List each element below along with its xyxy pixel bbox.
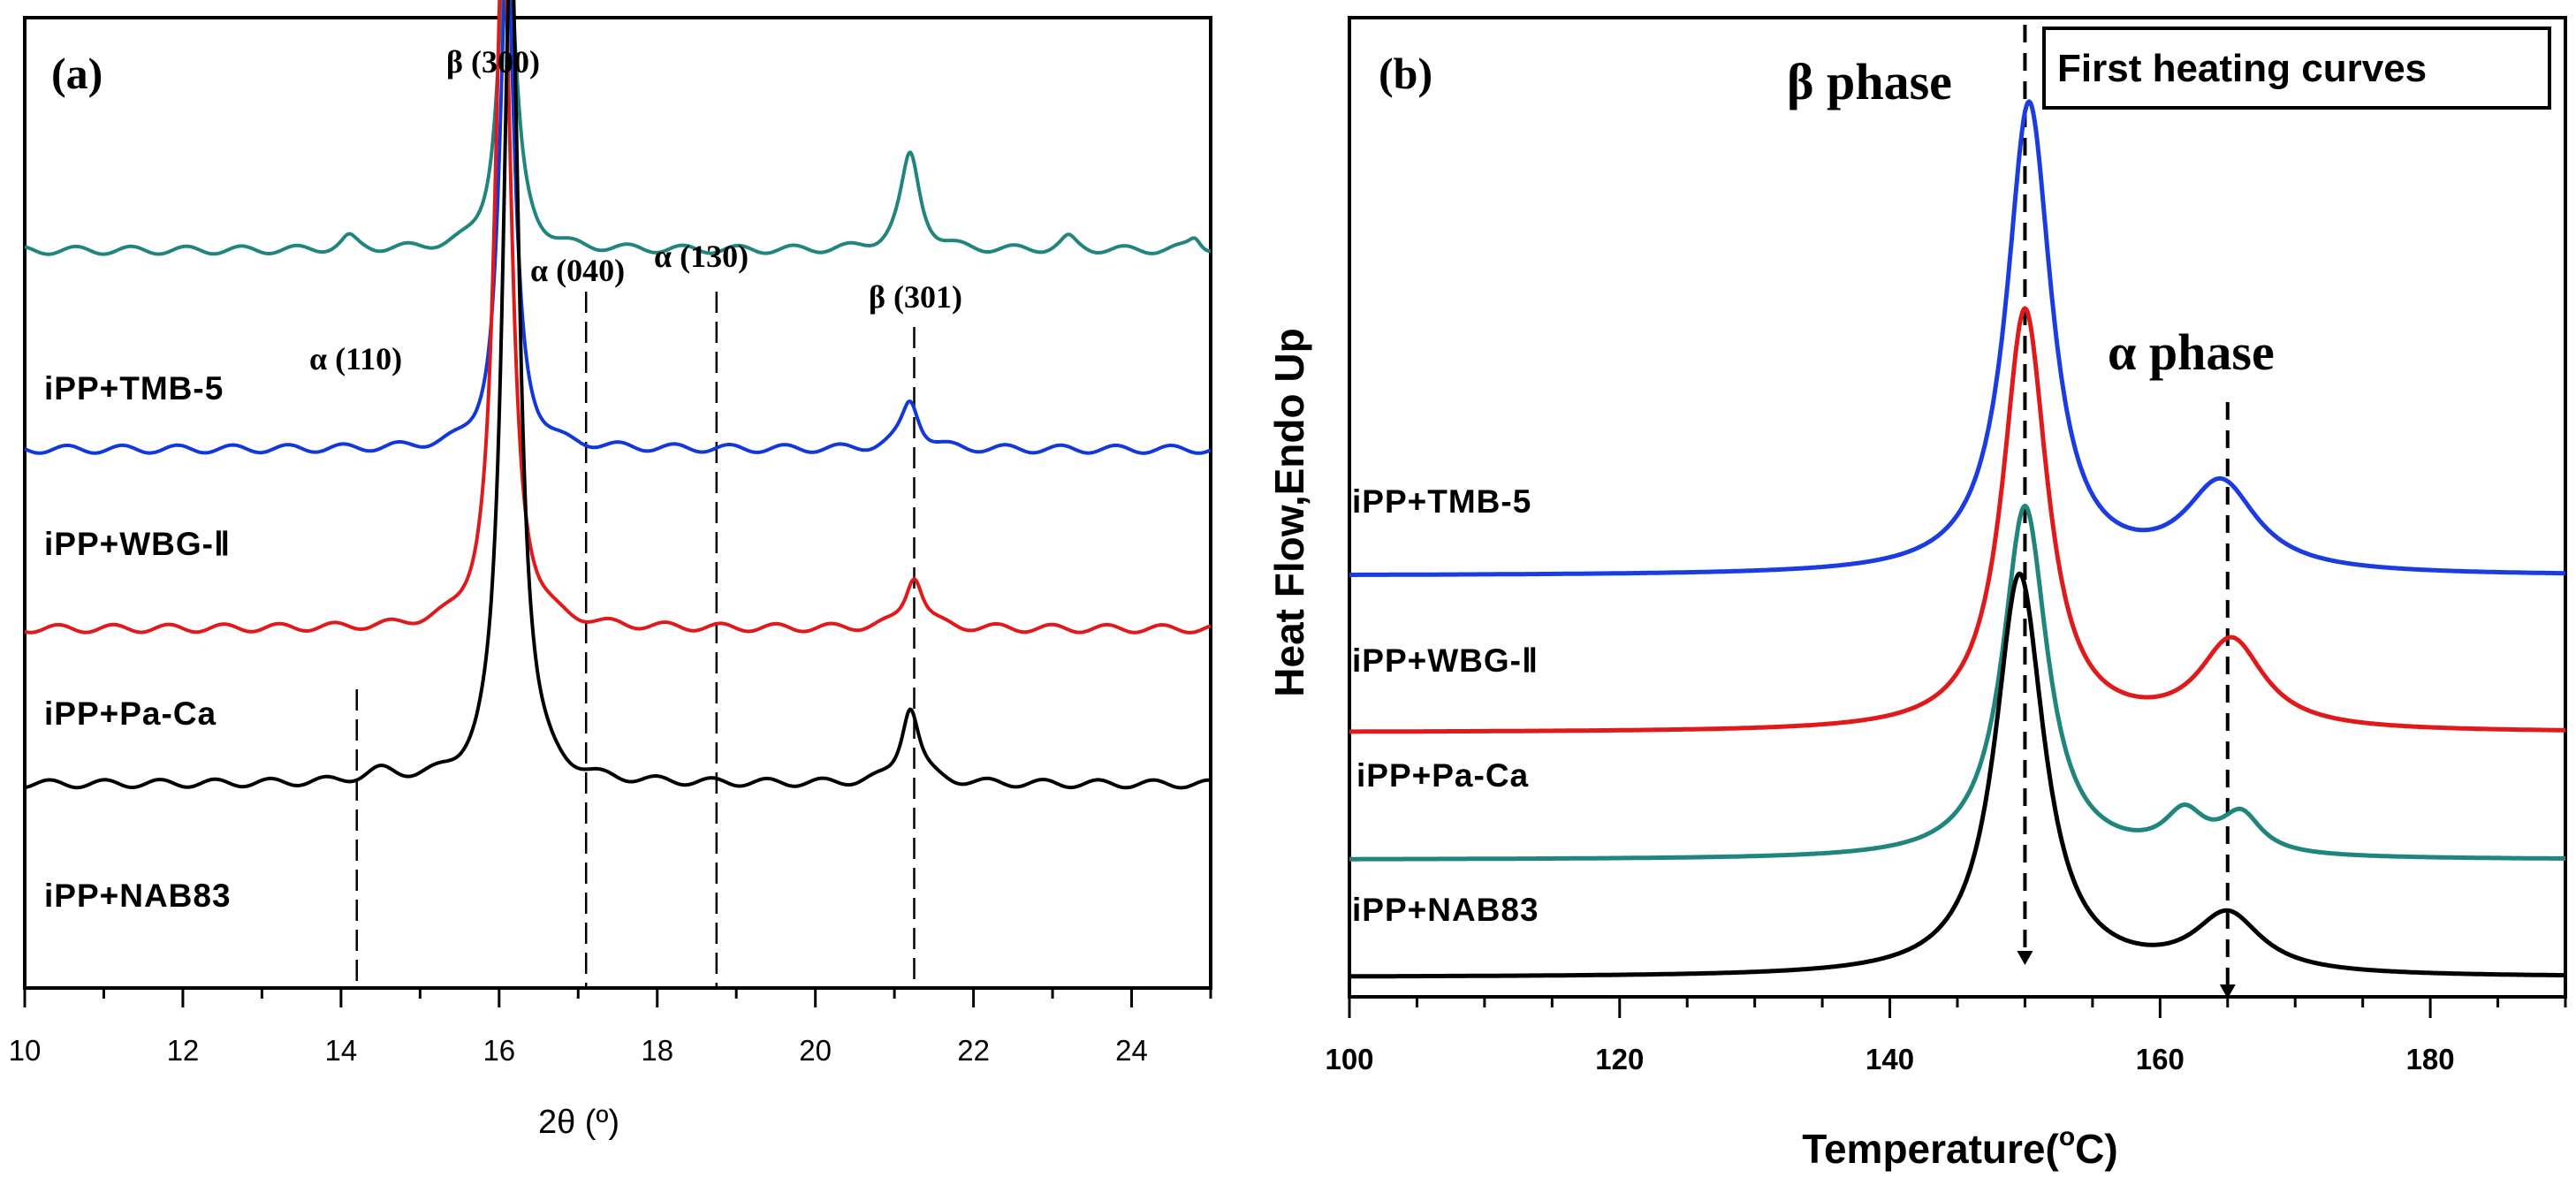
panel-a-label: (a)	[51, 49, 103, 98]
panel-a-series-label-0: iPP+TMB-5	[44, 370, 224, 407]
x-axis-title-degree: o	[2059, 1122, 2075, 1151]
annotation-alpha-110: α (110)	[309, 341, 402, 376]
panel-b-series-label-3: iPP+NAB83	[1352, 892, 1539, 928]
panel-b-label: (b)	[1379, 49, 1432, 98]
x-tick-label-12: 12	[167, 1034, 200, 1067]
x-axis-title-main: Temperature(	[1802, 1126, 2059, 1172]
x-tick-label-120: 120	[1595, 1043, 1644, 1075]
panel-b-series-label-0: iPP+TMB-5	[1352, 483, 1531, 520]
panel-b-reference-lines	[2017, 25, 2236, 999]
panel-b-frame	[1348, 16, 2567, 999]
panel-b-x-axis-title: Temperature(oC)	[1802, 1122, 2117, 1172]
x-tick-label-16: 16	[483, 1034, 515, 1067]
x-tick-label-180: 180	[2406, 1043, 2455, 1075]
series-line-ipp-tmb-5	[1349, 99, 2566, 577]
x-axis-title-unit: C)	[2075, 1126, 2118, 1172]
series-line-ipp-nab83	[1349, 571, 2566, 979]
x-tick-label-20: 20	[799, 1034, 832, 1067]
ref-arrow-1	[2219, 984, 2236, 999]
annotation-beta-300: β (300)	[446, 44, 540, 80]
annotation-beta-301: β (301)	[869, 279, 962, 315]
panel-a-frame	[23, 16, 1212, 990]
series-line-ipp-pa-ca	[1349, 503, 2566, 862]
panel-a-xrd-chart: 10 12 14 16 18 20 22 24 (a) 2θ (º) iPP+TMB-5 iP…	[9, 0, 1212, 1141]
panel-b-curves	[1349, 99, 2566, 979]
x-tick-label-24: 24	[1115, 1034, 1148, 1067]
annotation-alpha-040: α (040)	[530, 253, 625, 288]
panel-a-series-label-3: iPP+NAB83	[44, 878, 232, 914]
panel-a-series-label-1: iPP+WBG-Ⅱ	[44, 526, 231, 562]
panel-a-reference-lines	[355, 292, 916, 988]
series-line-ipp-wbg-	[1349, 306, 2566, 734]
panel-a-x-ticks: 10 12 14 16 18 20 22 24	[9, 988, 1212, 1067]
x-tick-label-160: 160	[2136, 1043, 2185, 1075]
x-tick-label-140: 140	[1866, 1043, 1914, 1075]
series-line-ipp-pa-ca	[24, 0, 1212, 635]
annotation-beta-phase: β phase	[1787, 53, 1952, 110]
panel-a-x-axis-title: 2θ (º)	[538, 1104, 619, 1141]
panel-b-series-label-2: iPP+Pa-Ca	[1356, 757, 1529, 794]
x-tick-label-22: 22	[957, 1034, 990, 1067]
ref-arrow-0	[2017, 951, 2033, 965]
legend-box	[2042, 27, 2551, 110]
panel-b-y-axis-title: Heat Flow,Endo Up	[1266, 328, 1312, 696]
panel-b-series-label-1: iPP+WBG-Ⅱ	[1352, 642, 1539, 679]
x-tick-label-18: 18	[641, 1034, 673, 1067]
series-line-ipp-tmb-5	[24, 0, 1212, 256]
annotation-alpha-phase: α phase	[2108, 323, 2275, 381]
panel-b-dsc-chart: 100 120 140 160 180 (b) First heating curves…	[1266, 16, 2567, 1172]
annotation-alpha-130: α (130)	[654, 239, 748, 274]
x-tick-label-14: 14	[325, 1034, 358, 1067]
panel-a-series-label-2: iPP+Pa-Ca	[44, 695, 217, 732]
panel-b-x-ticks: 100 120 140 160 180	[1325, 997, 2567, 1075]
series-line-ipp-wbg-	[24, 0, 1212, 455]
series-line-ipp-nab83	[24, 0, 1212, 790]
panel-a-curves	[24, 0, 1212, 790]
x-tick-label-100: 100	[1325, 1043, 1373, 1075]
legend-title: First heating curves	[2057, 47, 2427, 90]
x-tick-label-10: 10	[9, 1034, 42, 1067]
